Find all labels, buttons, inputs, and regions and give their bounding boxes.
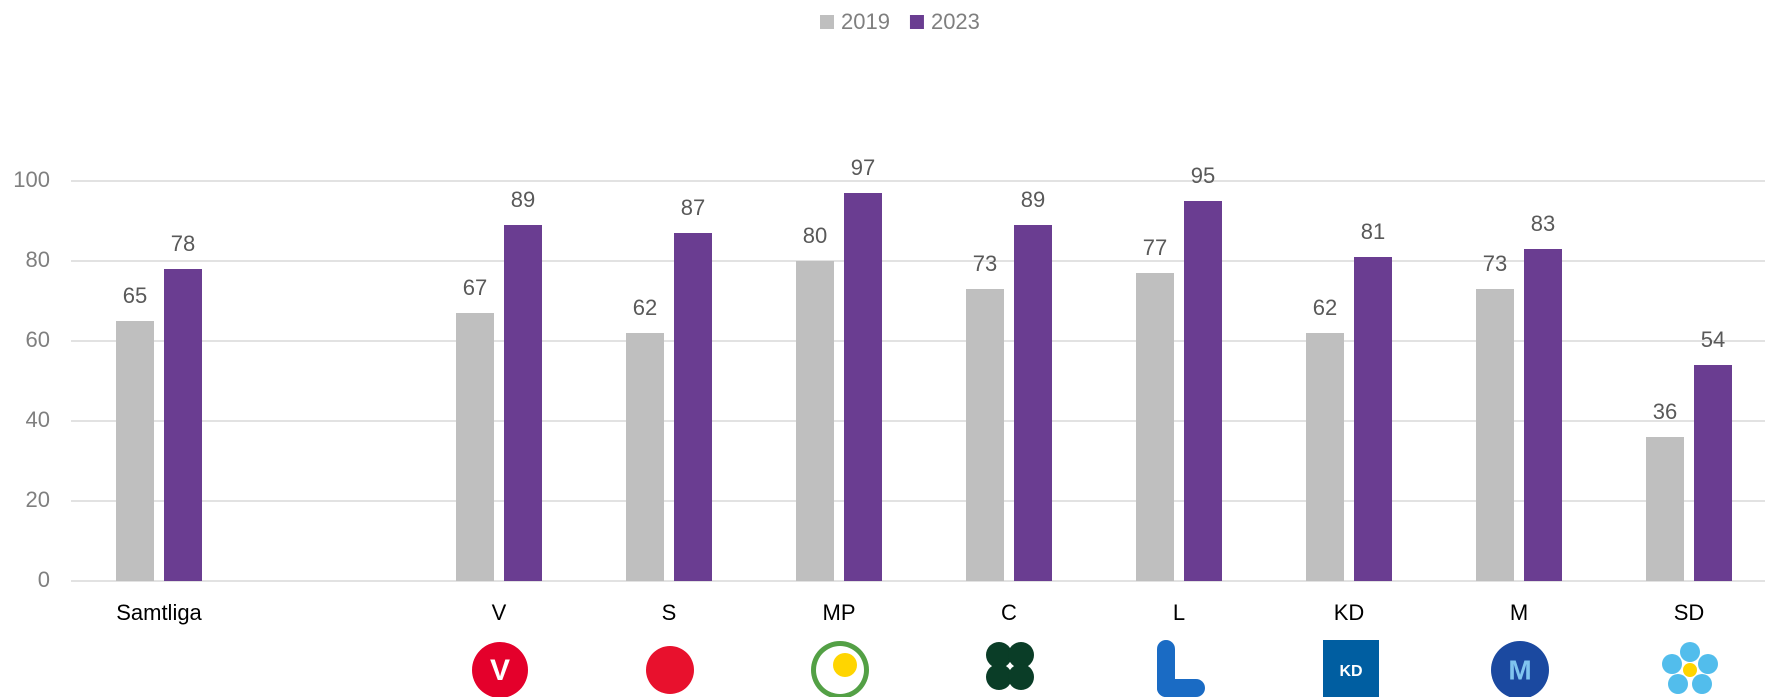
bar bbox=[1524, 249, 1562, 581]
logo-c bbox=[986, 642, 1034, 690]
party-logos: V KD M bbox=[472, 640, 1718, 697]
y-tick-label: 80 bbox=[26, 247, 50, 272]
logo-kd bbox=[1323, 640, 1379, 697]
x-tick-label: KD bbox=[1334, 600, 1365, 625]
logo-kd-mark: KD bbox=[1339, 663, 1362, 680]
bar bbox=[1306, 333, 1344, 581]
bar bbox=[456, 313, 494, 581]
x-tick-label: Samtliga bbox=[116, 600, 202, 625]
value-label: 80 bbox=[803, 223, 827, 248]
logo-sd-center bbox=[1683, 663, 1697, 677]
bar bbox=[674, 233, 712, 581]
bar bbox=[164, 269, 202, 581]
bar bbox=[966, 289, 1004, 581]
y-tick-label: 40 bbox=[26, 407, 50, 432]
value-label: 97 bbox=[851, 155, 875, 180]
bar bbox=[1184, 201, 1222, 581]
bar bbox=[504, 225, 542, 581]
value-label: 54 bbox=[1701, 327, 1725, 352]
value-label: 78 bbox=[171, 231, 195, 256]
legend-label: 2023 bbox=[931, 9, 980, 34]
value-label: 89 bbox=[1021, 187, 1045, 212]
legend-swatch bbox=[909, 15, 924, 29]
legend-swatch bbox=[820, 15, 834, 29]
logo-m-mark: M bbox=[1508, 654, 1531, 685]
logo-m bbox=[1491, 641, 1549, 697]
y-tick-label: 100 bbox=[13, 167, 50, 192]
value-label: 89 bbox=[511, 187, 535, 212]
x-tick-label: SD bbox=[1674, 600, 1705, 625]
value-label: 36 bbox=[1653, 399, 1677, 424]
value-label: 62 bbox=[633, 295, 657, 320]
bar bbox=[1646, 437, 1684, 581]
logo-s bbox=[646, 646, 694, 694]
bar bbox=[1476, 289, 1514, 581]
bar bbox=[796, 261, 834, 581]
y-tick-label: 20 bbox=[26, 487, 50, 512]
value-label: 87 bbox=[681, 195, 705, 220]
value-label: 65 bbox=[123, 283, 147, 308]
logo-l-foot bbox=[1157, 679, 1205, 697]
bar bbox=[1014, 225, 1052, 581]
x-tick-label: V bbox=[492, 600, 507, 625]
value-label: 83 bbox=[1531, 211, 1555, 236]
bar bbox=[626, 333, 664, 581]
value-label: 73 bbox=[973, 251, 997, 276]
value-label: 73 bbox=[1483, 251, 1507, 276]
x-tick-label: L bbox=[1173, 600, 1185, 625]
bar bbox=[1694, 365, 1732, 581]
bar bbox=[1354, 257, 1392, 581]
x-tick-label: S bbox=[662, 600, 677, 625]
bar bbox=[1136, 273, 1174, 581]
value-label: 77 bbox=[1143, 235, 1167, 260]
x-tick-label: C bbox=[1001, 600, 1017, 625]
value-label: 95 bbox=[1191, 163, 1215, 188]
logo-v bbox=[472, 642, 528, 697]
legend-label: 2019 bbox=[841, 9, 890, 34]
value-label: 81 bbox=[1361, 219, 1385, 244]
y-tick-label: 60 bbox=[26, 327, 50, 352]
logo-v-mark: V bbox=[490, 654, 510, 687]
logo-mp-flower bbox=[833, 653, 857, 677]
x-tick-label: M bbox=[1510, 600, 1528, 625]
y-tick-label: 0 bbox=[38, 567, 50, 592]
x-tick-label: MP bbox=[823, 600, 856, 625]
logo-sd bbox=[1662, 642, 1718, 694]
value-label: 67 bbox=[463, 275, 487, 300]
bar bbox=[844, 193, 882, 581]
bar bbox=[116, 321, 154, 581]
value-label: 62 bbox=[1313, 295, 1337, 320]
